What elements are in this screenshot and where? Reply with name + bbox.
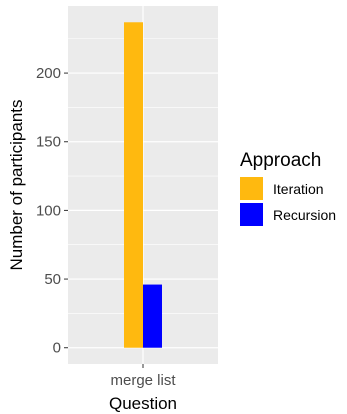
y-axis-ticks: 0 50 100 150 200: [36, 65, 68, 357]
x-tick-label: merge list: [110, 372, 176, 389]
legend-key-recursion: [240, 203, 263, 226]
legend-label-iteration: Iteration: [273, 181, 324, 197]
legend-key-iteration: [240, 177, 263, 200]
legend: Approach Iteration Recursion: [240, 150, 336, 226]
x-axis-title: Question: [109, 394, 177, 413]
y-tick-label: 150: [36, 134, 61, 151]
bar-iteration: [124, 22, 143, 348]
y-tick-label: 200: [36, 65, 61, 82]
y-tick-label: 0: [53, 340, 61, 357]
y-axis-title: Number of participants: [7, 99, 26, 270]
bar-recursion: [143, 284, 162, 348]
legend-title: Approach: [240, 150, 321, 171]
y-tick-label: 100: [36, 202, 61, 219]
bars: [124, 22, 162, 348]
y-tick-label: 50: [44, 271, 61, 288]
legend-label-recursion: Recursion: [273, 207, 336, 223]
x-axis-ticks: merge list: [110, 364, 176, 389]
